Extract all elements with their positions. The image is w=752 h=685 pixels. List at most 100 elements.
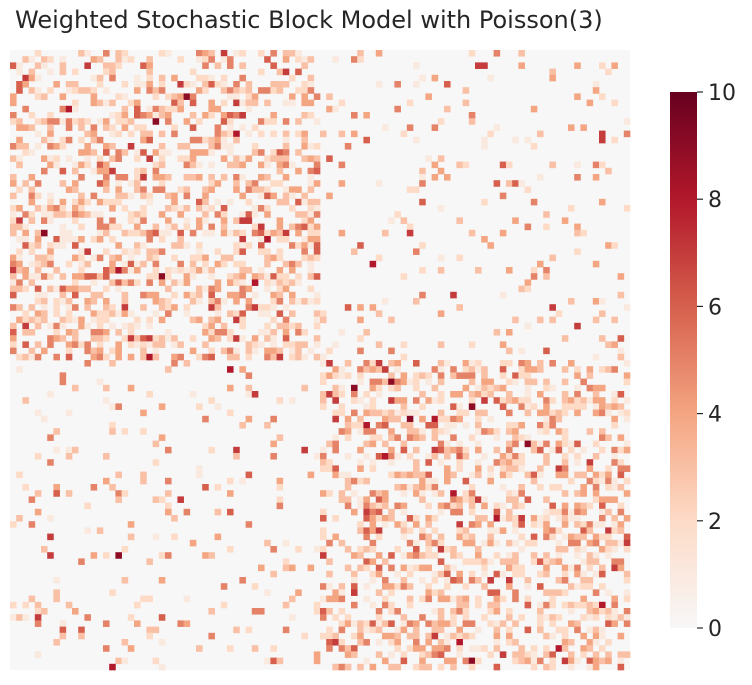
heatmap-cell bbox=[84, 322, 91, 330]
heatmap-cell bbox=[450, 372, 457, 379]
heatmap-cell bbox=[338, 471, 346, 479]
heatmap-cell bbox=[103, 310, 110, 317]
heatmap-cell bbox=[382, 577, 389, 584]
heatmap-cell bbox=[487, 471, 494, 479]
heatmap-cell bbox=[375, 490, 383, 497]
heatmap-cell bbox=[53, 639, 60, 646]
heatmap-cell bbox=[437, 589, 445, 596]
heatmap-cell bbox=[357, 564, 364, 572]
heatmap-cell bbox=[165, 50, 172, 57]
heatmap-cell bbox=[357, 502, 364, 510]
heatmap-cell bbox=[28, 595, 36, 603]
heatmap-cell bbox=[475, 422, 482, 429]
heatmap-cell bbox=[233, 186, 240, 193]
heatmap-cell bbox=[264, 310, 271, 317]
heatmap-cell bbox=[65, 446, 73, 454]
heatmap-cell bbox=[574, 546, 581, 553]
heatmap-cell bbox=[28, 329, 36, 336]
heatmap-cell bbox=[245, 99, 253, 107]
heatmap-cell bbox=[506, 329, 513, 336]
heatmap-cell bbox=[413, 248, 420, 255]
heatmap-cell bbox=[419, 577, 426, 584]
heatmap-cell bbox=[276, 353, 284, 361]
heatmap-cell bbox=[475, 496, 482, 503]
heatmap-cell bbox=[307, 267, 315, 274]
heatmap-cell bbox=[208, 347, 215, 355]
heatmap-cell bbox=[158, 639, 166, 646]
heatmap-cell bbox=[437, 639, 445, 646]
heatmap-cell bbox=[127, 260, 135, 268]
heatmap-cell bbox=[134, 186, 141, 193]
heatmap-cell bbox=[623, 378, 631, 386]
heatmap-cell bbox=[313, 310, 321, 317]
heatmap-cell bbox=[375, 391, 383, 398]
heatmap-cell bbox=[121, 192, 129, 200]
heatmap-cell bbox=[134, 279, 141, 286]
heatmap-cell bbox=[189, 347, 197, 355]
heatmap-cell bbox=[605, 341, 612, 348]
heatmap-cell bbox=[16, 285, 23, 293]
heatmap-cell bbox=[468, 403, 476, 410]
heatmap-cell bbox=[165, 310, 172, 317]
heatmap-cell bbox=[65, 229, 73, 237]
heatmap-cell bbox=[313, 205, 321, 212]
heatmap-cell bbox=[320, 310, 327, 317]
heatmap-cell bbox=[580, 533, 587, 541]
heatmap-cell bbox=[140, 211, 147, 218]
heatmap-cell bbox=[59, 620, 67, 627]
heatmap-cell bbox=[10, 254, 17, 262]
heatmap-cell bbox=[351, 477, 358, 485]
heatmap-cell bbox=[103, 149, 110, 156]
heatmap-cell bbox=[313, 242, 321, 249]
heatmap-cell bbox=[388, 564, 395, 572]
heatmap-cell bbox=[475, 446, 482, 454]
heatmap-cell bbox=[493, 589, 501, 596]
heatmap-cell bbox=[537, 570, 544, 578]
heatmap-cell bbox=[245, 217, 253, 224]
heatmap-cell bbox=[115, 347, 122, 355]
heatmap-cell bbox=[152, 347, 160, 355]
heatmap-cell bbox=[276, 217, 284, 224]
heatmap-cell bbox=[326, 558, 333, 565]
heatmap-cell bbox=[28, 242, 36, 249]
heatmap-cell bbox=[158, 155, 166, 162]
heatmap-cell bbox=[121, 657, 129, 665]
heatmap-cell bbox=[369, 403, 377, 410]
heatmap-cell bbox=[270, 341, 277, 348]
heatmap-cell bbox=[406, 564, 414, 572]
heatmap-cell bbox=[270, 87, 277, 94]
heatmap-cell bbox=[78, 149, 85, 156]
heatmap-cell bbox=[78, 285, 85, 293]
heatmap-cell bbox=[264, 347, 271, 355]
heatmap-cell bbox=[282, 155, 290, 162]
heatmap-cell bbox=[561, 428, 569, 435]
heatmap-cell bbox=[499, 192, 507, 200]
heatmap-cell bbox=[59, 236, 67, 243]
heatmap-cell bbox=[28, 304, 36, 311]
heatmap-cell bbox=[437, 533, 445, 541]
heatmap-cell bbox=[506, 608, 513, 615]
heatmap-cell bbox=[96, 322, 104, 330]
heatmap-cell bbox=[301, 93, 308, 100]
heatmap-cell bbox=[295, 546, 302, 553]
heatmap-cell bbox=[34, 614, 42, 621]
heatmap-cell bbox=[301, 353, 308, 361]
heatmap-cell bbox=[127, 118, 135, 125]
heatmap-cell bbox=[623, 446, 631, 454]
heatmap-cell bbox=[369, 626, 377, 634]
heatmap-cell bbox=[109, 279, 116, 286]
heatmap-cell bbox=[586, 502, 594, 510]
heatmap-cell bbox=[165, 366, 172, 373]
heatmap-cell bbox=[65, 155, 73, 162]
heatmap-cell bbox=[295, 68, 302, 76]
heatmap-cell bbox=[320, 459, 327, 466]
heatmap-cell bbox=[462, 533, 470, 541]
heatmap-cell bbox=[592, 639, 600, 646]
heatmap-cell bbox=[47, 143, 54, 150]
heatmap-cell bbox=[208, 186, 215, 193]
heatmap-cell bbox=[493, 601, 501, 609]
heatmap-cell bbox=[183, 205, 191, 212]
heatmap-cell bbox=[437, 372, 445, 379]
heatmap-cell bbox=[357, 335, 364, 342]
heatmap-cell bbox=[394, 471, 401, 479]
